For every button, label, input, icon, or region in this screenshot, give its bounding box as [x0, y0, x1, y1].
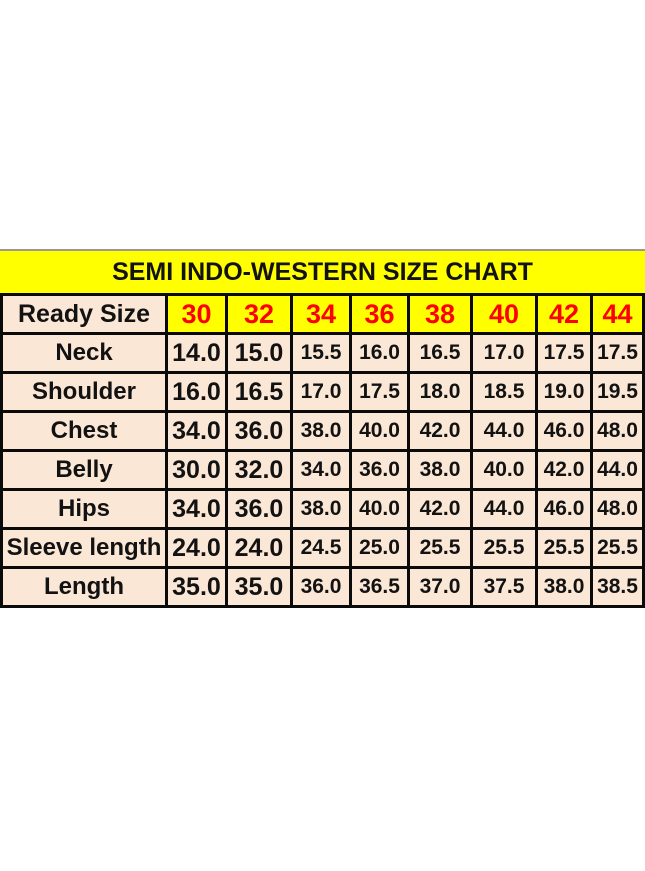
size-column-header: 44	[593, 296, 642, 332]
size-column-header: 30	[168, 296, 225, 332]
value-cell: 34.0	[168, 491, 225, 527]
value-cell: 37.5	[473, 569, 535, 605]
value-cell: 44.0	[593, 452, 642, 488]
row-label: Sleeve length	[3, 530, 165, 566]
size-column-header: 40	[473, 296, 535, 332]
value-cell: 36.5	[352, 569, 407, 605]
value-cell: 37.0	[410, 569, 470, 605]
value-cell: 24.0	[228, 530, 290, 566]
value-cell: 36.0	[352, 452, 407, 488]
row-label: Belly	[3, 452, 165, 488]
value-cell: 38.0	[293, 413, 349, 449]
ready-size-header: Ready Size	[3, 296, 165, 332]
value-cell: 42.0	[410, 491, 470, 527]
value-cell: 40.0	[352, 491, 407, 527]
value-cell: 35.0	[228, 569, 290, 605]
size-column-header: 34	[293, 296, 349, 332]
row-label: Chest	[3, 413, 165, 449]
value-cell: 16.5	[410, 335, 470, 371]
value-cell: 40.0	[473, 452, 535, 488]
value-cell: 46.0	[538, 491, 590, 527]
chart-title: SEMI INDO-WESTERN SIZE CHART	[0, 249, 645, 293]
value-cell: 48.0	[593, 491, 642, 527]
size-column-header: 32	[228, 296, 290, 332]
value-cell: 18.0	[410, 374, 470, 410]
value-cell: 38.0	[293, 491, 349, 527]
value-cell: 25.5	[473, 530, 535, 566]
value-cell: 38.0	[538, 569, 590, 605]
size-column-header: 42	[538, 296, 590, 332]
value-cell: 17.5	[593, 335, 642, 371]
value-cell: 19.5	[593, 374, 642, 410]
row-label: Shoulder	[3, 374, 165, 410]
value-cell: 42.0	[538, 452, 590, 488]
value-cell: 44.0	[473, 491, 535, 527]
row-label: Length	[3, 569, 165, 605]
value-cell: 46.0	[538, 413, 590, 449]
value-cell: 36.0	[228, 491, 290, 527]
value-cell: 16.0	[352, 335, 407, 371]
value-cell: 15.0	[228, 335, 290, 371]
value-cell: 16.0	[168, 374, 225, 410]
value-cell: 17.0	[293, 374, 349, 410]
value-cell: 36.0	[228, 413, 290, 449]
value-cell: 40.0	[352, 413, 407, 449]
value-cell: 35.0	[168, 569, 225, 605]
value-cell: 34.0	[168, 413, 225, 449]
size-grid: Ready Size 30 32 34 36 38 40 42 44 Neck 14.0 15.0 15…	[0, 293, 645, 608]
value-cell: 42.0	[410, 413, 470, 449]
value-cell: 17.5	[352, 374, 407, 410]
value-cell: 36.0	[293, 569, 349, 605]
value-cell: 19.0	[538, 374, 590, 410]
value-cell: 24.0	[168, 530, 225, 566]
value-cell: 24.5	[293, 530, 349, 566]
value-cell: 30.0	[168, 452, 225, 488]
value-cell: 34.0	[293, 452, 349, 488]
size-column-header: 38	[410, 296, 470, 332]
value-cell: 38.5	[593, 569, 642, 605]
row-label: Hips	[3, 491, 165, 527]
size-column-header: 36	[352, 296, 407, 332]
value-cell: 32.0	[228, 452, 290, 488]
value-cell: 44.0	[473, 413, 535, 449]
value-cell: 25.5	[593, 530, 642, 566]
value-cell: 25.0	[352, 530, 407, 566]
row-label: Neck	[3, 335, 165, 371]
value-cell: 48.0	[593, 413, 642, 449]
size-chart-table: SEMI INDO-WESTERN SIZE CHART Ready Size 3…	[0, 249, 645, 608]
value-cell: 25.5	[410, 530, 470, 566]
value-cell: 38.0	[410, 452, 470, 488]
value-cell: 14.0	[168, 335, 225, 371]
value-cell: 15.5	[293, 335, 349, 371]
value-cell: 18.5	[473, 374, 535, 410]
value-cell: 25.5	[538, 530, 590, 566]
value-cell: 17.5	[538, 335, 590, 371]
value-cell: 17.0	[473, 335, 535, 371]
value-cell: 16.5	[228, 374, 290, 410]
